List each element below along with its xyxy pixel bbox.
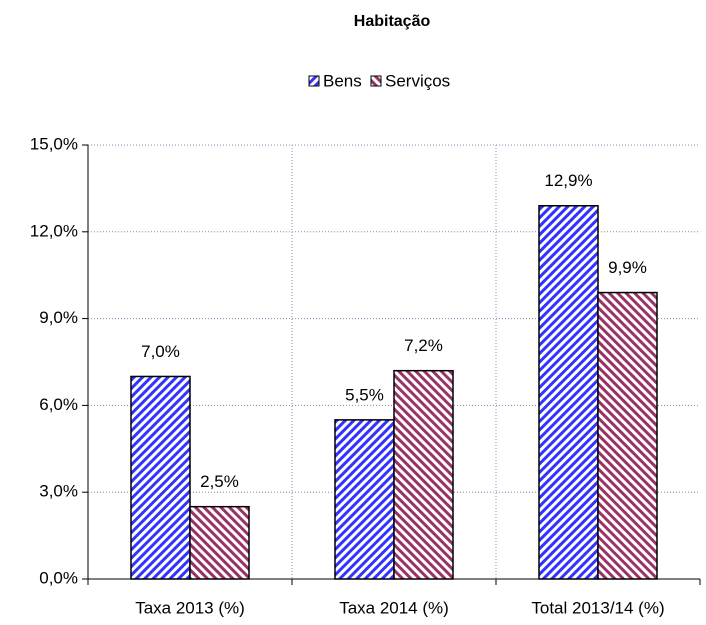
legend-swatch xyxy=(308,75,320,87)
value-label: 2,5% xyxy=(200,472,239,491)
bar xyxy=(334,419,395,580)
legend-swatch xyxy=(370,75,382,87)
y-tick-label: 12,0% xyxy=(30,221,78,240)
bar xyxy=(130,375,191,580)
y-tick-label: 9,0% xyxy=(39,308,78,327)
value-label: 12,9% xyxy=(544,171,592,190)
x-tick-label: Taxa 2014 (%) xyxy=(339,598,449,617)
chart-title: Habitação xyxy=(354,13,431,30)
bar xyxy=(189,505,250,580)
value-label: 9,9% xyxy=(608,258,647,277)
value-label: 5,5% xyxy=(345,385,384,404)
y-tick-label: 6,0% xyxy=(39,395,78,414)
value-label: 7,2% xyxy=(404,336,443,355)
y-tick-label: 15,0% xyxy=(30,134,78,153)
x-tick-label: Total 2013/14 (%) xyxy=(531,598,664,617)
y-tick-label: 3,0% xyxy=(39,482,78,501)
legend-label: Serviços xyxy=(385,71,450,90)
bar xyxy=(597,291,658,580)
legend-label: Bens xyxy=(323,71,362,90)
x-tick-label: Taxa 2013 (%) xyxy=(135,598,245,617)
bar xyxy=(538,205,599,580)
value-label: 7,0% xyxy=(141,342,180,361)
y-tick-label: 0,0% xyxy=(39,568,78,587)
bar xyxy=(393,369,454,580)
